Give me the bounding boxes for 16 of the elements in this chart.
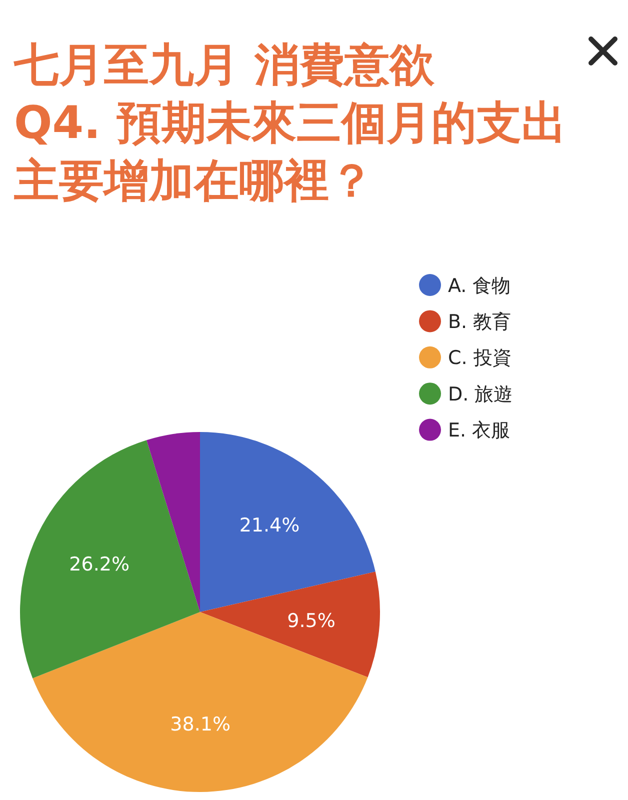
data-label: 26.2%	[69, 554, 130, 576]
data-label: 38.1%	[170, 713, 231, 736]
chart-subtitle: Q4. 預期未來三個月的支出主要增加在哪裡？	[14, 96, 566, 207]
pie-slice	[200, 572, 380, 678]
legend-label: A. 食物	[448, 274, 511, 297]
legend-label: B. 教育	[448, 311, 512, 334]
chart-title: 七月至九月 消費意欲	[13, 38, 436, 91]
legend-label: D. 旅遊	[448, 383, 513, 406]
pie-slice	[200, 432, 376, 612]
data-label: 9.5%	[287, 610, 336, 632]
legend-label: E. 衣服	[448, 420, 510, 442]
legend-label: C. 投資	[448, 347, 512, 370]
pie-slice	[32, 612, 368, 792]
pie-slice	[20, 440, 200, 678]
pie-slice	[146, 432, 200, 612]
data-label: 21.4%	[239, 514, 300, 537]
